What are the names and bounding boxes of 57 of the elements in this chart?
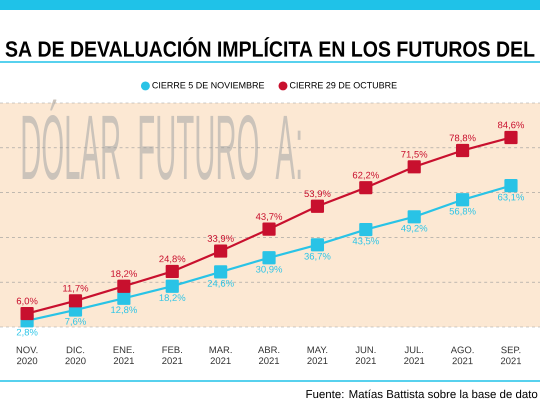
legend-label: CIERRE 29 DE OCTUBRE [290, 82, 397, 88]
chart-title: SA DE DEVALUACIÓN IMPLÍCITA EN LOS FUTUROS DEL [6, 37, 534, 57]
x-tick-label: MAR. 2021 [210, 346, 232, 364]
data-label: 62,2% [352, 172, 379, 180]
point [117, 292, 130, 305]
data-label: 6,0% [16, 298, 38, 306]
data-label: 43,5% [352, 238, 379, 246]
data-label: 84,6% [498, 122, 524, 130]
point [504, 179, 518, 192]
data-label: 43,7% [256, 213, 282, 222]
point [262, 222, 276, 236]
legend-label: CIERRE 5 DE NOVIEMBRE [152, 82, 264, 88]
point [166, 280, 179, 293]
point [214, 244, 228, 258]
x-tick-label: JUL. 2021 [404, 346, 424, 364]
point [408, 160, 421, 174]
x-tick-label: JUN. 2021 [355, 346, 376, 364]
data-label: 33,9% [208, 235, 234, 243]
x-tick-label: SEP. 2021 [500, 346, 522, 364]
data-label: 18,2% [111, 270, 137, 278]
data-label: 71,5% [401, 150, 428, 159]
x-tick-label: DIC. 2020 [65, 346, 86, 364]
x-tick-label: AGO. 2021 [450, 346, 474, 364]
x-tick-label: NOV. 2020 [16, 346, 38, 364]
x-tick-label: FEB. 2021 [162, 346, 182, 364]
data-label: 63,1% [498, 194, 524, 202]
point [359, 181, 372, 194]
data-label: 12,8% [111, 306, 137, 314]
data-label: 2,8% [16, 328, 38, 337]
data-label: 78,8% [450, 134, 476, 142]
data-label: 24,8% [159, 256, 186, 264]
data-label: 18,2% [160, 294, 186, 302]
point [117, 280, 130, 293]
point [408, 210, 421, 224]
data-label: 49,2% [401, 224, 428, 233]
data-label: 7,6% [65, 318, 86, 326]
point [214, 265, 228, 278]
data-label: 53,9% [304, 190, 330, 198]
source-note: Fuente: Matías Battista sobre la base de dato [306, 390, 538, 398]
point [310, 238, 324, 252]
data-label: 30,9% [256, 266, 282, 274]
point [456, 193, 470, 206]
point [359, 222, 372, 236]
point [504, 130, 518, 144]
data-label: 11,7% [63, 284, 88, 293]
data-label: 24,6% [208, 280, 234, 288]
point [166, 264, 179, 278]
x-tick-label: MAY. 2021 [307, 346, 328, 364]
data-label: 56,8% [450, 208, 476, 216]
x-tick-label: ENE. 2021 [114, 346, 134, 364]
point [310, 200, 324, 213]
point [262, 251, 276, 264]
x-tick-label: ABR. 2021 [258, 346, 280, 364]
point [68, 294, 82, 308]
data-label: 36,7% [304, 252, 330, 261]
point [456, 144, 470, 158]
point [20, 306, 34, 320]
